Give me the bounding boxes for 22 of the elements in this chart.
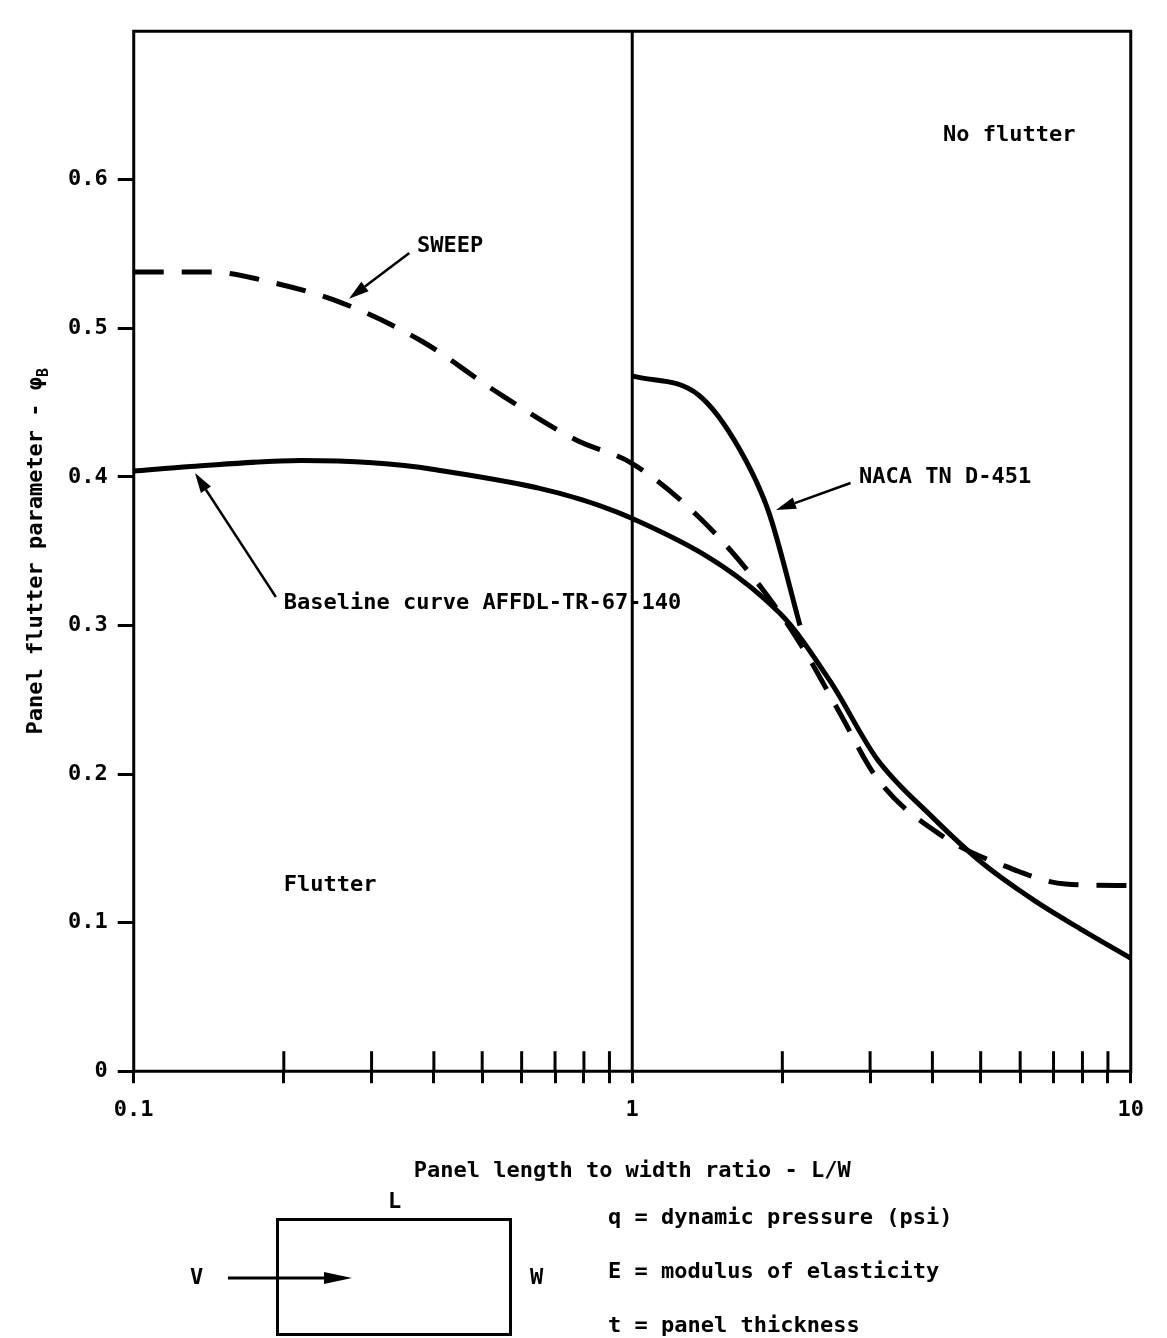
text: V <box>190 1264 204 1289</box>
y-tick-label: 0.2 <box>67 759 108 785</box>
y-tick-label: 0.1 <box>67 908 108 934</box>
text: NACA TN D-451 <box>858 462 1032 488</box>
text: t = panel thickness <box>608 1312 860 1337</box>
x-tick-label: 1 <box>625 1096 639 1122</box>
annotation: Flutter <box>283 871 377 897</box>
x-tick-label: 10 <box>1117 1096 1144 1122</box>
text: SWEEP <box>416 232 484 258</box>
x-tick-label: 0.1 <box>113 1096 154 1122</box>
y-tick-label: 0.5 <box>67 314 108 340</box>
y-tick-label: 0.4 <box>67 462 108 488</box>
text: W <box>530 1264 544 1289</box>
y-axis-title: Panel flutter parameter - φB <box>21 367 52 735</box>
x-axis-title: Panel length to width ratio - L/W <box>413 1156 852 1182</box>
text: E = modulus of elasticity <box>608 1258 940 1283</box>
text: L <box>388 1188 402 1213</box>
annotation: No flutter <box>942 120 1076 146</box>
y-tick-label: 0.6 <box>67 165 108 191</box>
text: q = dynamic pressure (psi) <box>608 1204 953 1229</box>
y-tick-label: 0 <box>94 1056 108 1082</box>
y-tick-label: 0.3 <box>67 611 108 637</box>
